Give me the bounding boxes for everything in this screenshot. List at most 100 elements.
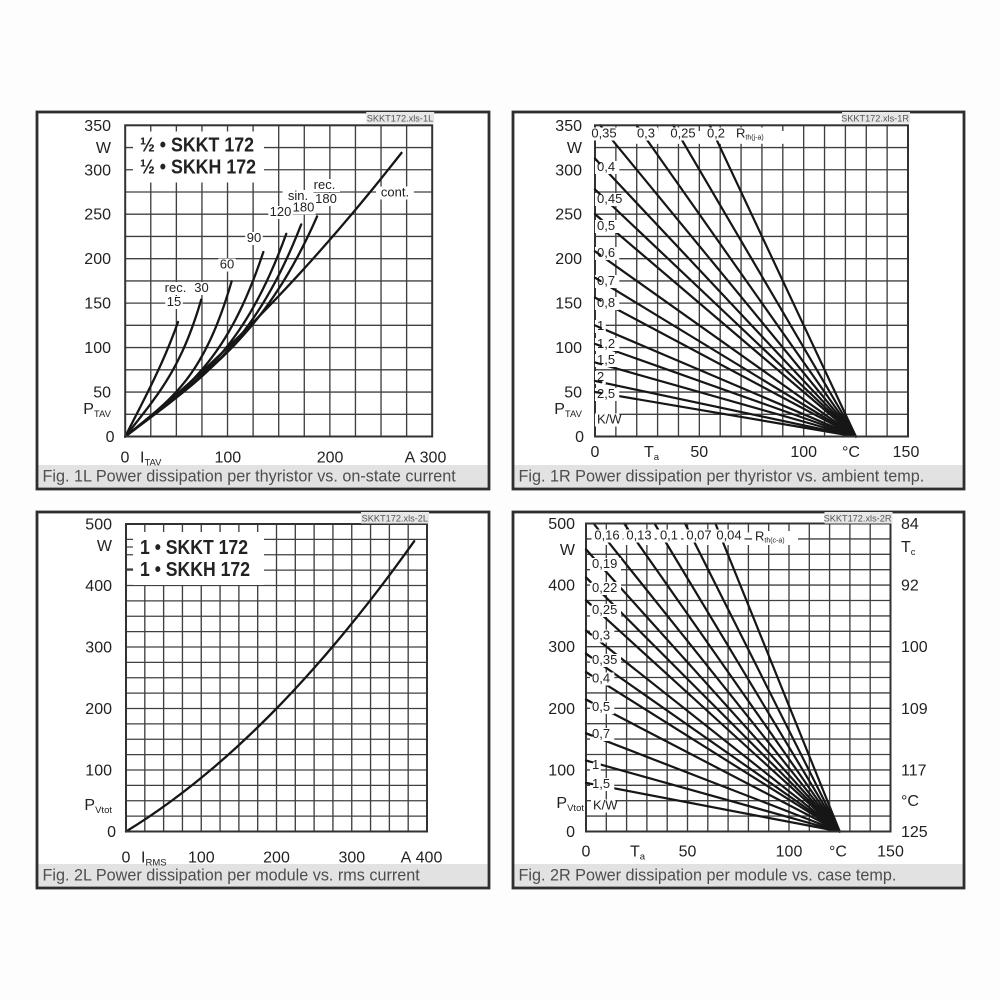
svg-text:250: 250: [555, 207, 582, 224]
svg-text:300: 300: [338, 850, 365, 867]
svg-text:SKKT172.xls-2L: SKKT172.xls-2L: [362, 514, 428, 524]
svg-text:300: 300: [85, 640, 112, 657]
svg-text:A: A: [405, 450, 416, 467]
svg-text:0,16: 0,16: [594, 528, 619, 543]
svg-text:250: 250: [84, 207, 111, 224]
svg-text:0,35: 0,35: [592, 652, 617, 667]
svg-text:sin.: sin.: [288, 188, 308, 203]
svg-text:100: 100: [188, 850, 215, 867]
svg-text:180: 180: [315, 191, 337, 206]
svg-text:SKKT172.xls-2R: SKKT172.xls-2R: [824, 514, 892, 524]
svg-text:0,7: 0,7: [592, 726, 610, 741]
svg-text:200: 200: [84, 251, 111, 268]
svg-text:100: 100: [214, 450, 241, 467]
svg-text:180: 180: [293, 200, 315, 215]
svg-text:300: 300: [548, 639, 575, 656]
svg-text:K/W: K/W: [593, 798, 618, 813]
svg-text:2: 2: [597, 369, 604, 384]
svg-text:SKKT172.xls-1L: SKKT172.xls-1L: [367, 114, 433, 124]
svg-text:60: 60: [220, 257, 234, 272]
svg-text:300: 300: [84, 162, 111, 179]
svg-text:84: 84: [901, 516, 919, 533]
svg-text:0: 0: [591, 444, 600, 461]
svg-text:0: 0: [122, 850, 131, 867]
svg-text:0: 0: [121, 450, 130, 467]
svg-text:200: 200: [317, 450, 344, 467]
svg-text:117: 117: [901, 762, 927, 779]
svg-text:0,3: 0,3: [637, 126, 655, 141]
svg-text:400: 400: [85, 578, 112, 595]
svg-text:°C: °C: [842, 444, 860, 461]
svg-text:W: W: [560, 542, 576, 559]
svg-text:1 • SKKH 172: 1 • SKKH 172: [140, 559, 250, 581]
svg-text:150: 150: [877, 844, 904, 861]
svg-text:0: 0: [582, 844, 591, 861]
svg-text:0,07: 0,07: [686, 528, 711, 543]
svg-text:rec.: rec.: [165, 280, 187, 295]
svg-text:0,1: 0,1: [660, 528, 678, 543]
svg-text:0,2: 0,2: [707, 126, 725, 141]
svg-text:150: 150: [84, 296, 111, 313]
svg-text:1,2: 1,2: [597, 336, 615, 351]
svg-text:0,19: 0,19: [592, 556, 617, 571]
svg-text:0: 0: [107, 824, 116, 841]
svg-text:°C: °C: [829, 844, 847, 861]
svg-text:½ • SKKT 172: ½ • SKKT 172: [140, 135, 254, 157]
svg-text:0,5: 0,5: [592, 699, 610, 714]
svg-text:100: 100: [85, 763, 112, 780]
svg-text:50: 50: [690, 444, 708, 461]
svg-text:K/W: K/W: [597, 412, 622, 427]
svg-text:0,4: 0,4: [597, 159, 615, 174]
svg-text:200: 200: [85, 701, 112, 718]
svg-text:100: 100: [555, 340, 582, 357]
svg-text:½ • SKKH 172: ½ • SKKH 172: [140, 157, 256, 179]
svg-text:200: 200: [555, 251, 582, 268]
svg-text:100: 100: [776, 844, 803, 861]
svg-text:200: 200: [263, 850, 290, 867]
svg-text:400: 400: [548, 578, 575, 595]
svg-text:120: 120: [270, 204, 292, 219]
svg-text:1 • SKKT 172: 1 • SKKT 172: [140, 537, 248, 559]
svg-text:100: 100: [790, 444, 817, 461]
svg-text:92: 92: [901, 578, 919, 595]
svg-text:300: 300: [420, 450, 447, 467]
svg-text:0,5: 0,5: [597, 218, 615, 233]
svg-text:50: 50: [564, 385, 582, 402]
svg-text:0: 0: [575, 429, 584, 446]
svg-text:100: 100: [84, 340, 111, 357]
svg-text:0: 0: [106, 429, 115, 446]
svg-text:0,25: 0,25: [592, 602, 617, 617]
svg-text:W: W: [96, 140, 112, 157]
svg-text:°C: °C: [901, 793, 919, 810]
svg-text:Fig. 1L Power dissipation per: Fig. 1L Power dissipation per thyristor …: [43, 468, 457, 486]
svg-text:Fig. 2L Power dissipation per: Fig. 2L Power dissipation per module vs.…: [43, 867, 421, 885]
svg-text:rec.: rec.: [314, 177, 336, 192]
svg-text:109: 109: [901, 701, 928, 718]
svg-text:500: 500: [548, 516, 575, 533]
svg-text:2,5: 2,5: [597, 386, 615, 401]
svg-text:1: 1: [597, 318, 604, 333]
svg-text:30: 30: [194, 280, 208, 295]
svg-text:400: 400: [416, 850, 443, 867]
svg-text:0,13: 0,13: [626, 528, 651, 543]
svg-text:0,3: 0,3: [592, 628, 610, 643]
svg-text:0,8: 0,8: [597, 295, 615, 310]
svg-text:15: 15: [167, 294, 181, 309]
svg-text:1,5: 1,5: [592, 776, 610, 791]
svg-text:125: 125: [901, 824, 928, 841]
svg-text:50: 50: [93, 385, 111, 402]
svg-text:SKKT172.xls-1R: SKKT172.xls-1R: [841, 114, 909, 124]
svg-text:A: A: [401, 850, 412, 867]
svg-text:Fig. 2R Power dissipation per: Fig. 2R Power dissipation per module vs.…: [519, 867, 897, 885]
svg-text:W: W: [567, 140, 583, 157]
svg-text:100: 100: [548, 762, 575, 779]
svg-text:0,6: 0,6: [597, 245, 615, 260]
svg-text:Fig. 1R Power dissipation per: Fig. 1R Power dissipation per thyristor …: [519, 468, 925, 486]
svg-text:0,22: 0,22: [592, 580, 617, 595]
svg-text:350: 350: [555, 118, 582, 135]
svg-text:0,35: 0,35: [591, 126, 616, 141]
svg-text:1: 1: [592, 757, 599, 772]
svg-text:0,25: 0,25: [670, 126, 695, 141]
svg-text:300: 300: [555, 162, 582, 179]
svg-text:500: 500: [85, 517, 112, 534]
